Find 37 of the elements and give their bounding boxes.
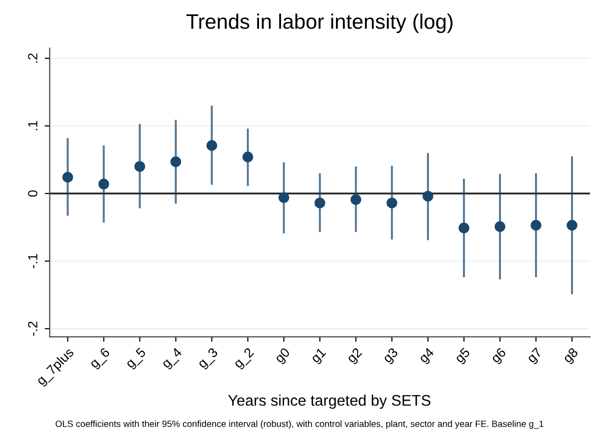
point [386, 198, 398, 208]
point [242, 152, 254, 162]
point [278, 192, 290, 203]
point [62, 172, 74, 183]
point [314, 198, 326, 208]
point [530, 220, 542, 231]
y-tick-label: -.2 [28, 322, 38, 336]
x-tick-label: g2 [346, 347, 364, 366]
y-tick-label: -.1 [28, 254, 38, 268]
x-tick-label: g4 [418, 347, 436, 366]
x-tick-label: g6 [490, 347, 508, 366]
chart-title: Trends in labor intensity (log) [186, 14, 453, 34]
x-tick-label: g_5 [124, 347, 148, 370]
y-tick-label: 0 [28, 190, 38, 197]
point [458, 222, 470, 234]
point [170, 156, 182, 168]
x-tick-label: g3 [382, 347, 400, 366]
point [566, 220, 578, 231]
x-tick-label: g_6 [88, 347, 112, 370]
x-tick-label: g1 [310, 347, 328, 366]
x-tick-label: g_3 [196, 347, 220, 370]
point [206, 140, 218, 151]
point [134, 161, 146, 172]
point [422, 190, 434, 202]
x-tick-label: g0 [274, 347, 292, 366]
point [494, 221, 506, 232]
y-tick-label: .1 [28, 121, 38, 130]
x-tick-label: g8 [562, 347, 580, 366]
x-axis-title: Years since targeted by SETS [228, 394, 430, 409]
point [350, 194, 362, 205]
x-tick-label: g5 [454, 347, 472, 366]
text: OLS coefficients with their 95% confidence interval (robust), with control variables, plant, sector and year FE. Baseline g_1 [56, 420, 544, 429]
x-tick-label: g_2 [232, 347, 256, 370]
y-tick-label: .2 [28, 53, 38, 63]
x-tick-label: g7 [526, 347, 544, 366]
x-tick-label: g_4 [160, 347, 184, 370]
point [98, 178, 110, 190]
